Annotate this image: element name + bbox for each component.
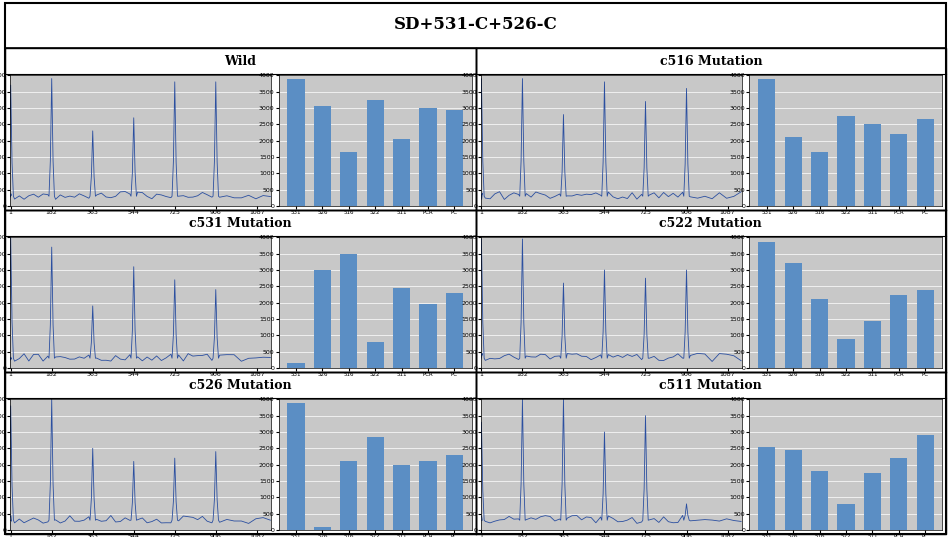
Text: SD+531-C+526-C: SD+531-C+526-C — [394, 16, 557, 33]
Bar — [314, 527, 331, 530]
Bar — [314, 106, 331, 206]
Text: Wild: Wild — [224, 55, 256, 68]
Bar — [446, 293, 463, 368]
Bar — [340, 253, 358, 368]
Bar — [393, 139, 410, 206]
Bar — [446, 455, 463, 530]
Text: c511 Mutation: c511 Mutation — [659, 379, 763, 392]
Text: c526 Mutation: c526 Mutation — [189, 379, 291, 392]
Bar — [366, 100, 384, 206]
Bar — [419, 304, 437, 368]
Bar — [837, 116, 855, 206]
Bar — [366, 342, 384, 368]
Text: c516 Mutation: c516 Mutation — [660, 55, 762, 68]
Bar — [393, 288, 410, 368]
Bar — [864, 125, 881, 206]
Bar — [393, 465, 410, 530]
Bar — [811, 471, 828, 530]
Bar — [758, 447, 775, 530]
Bar — [366, 437, 384, 530]
Bar — [785, 264, 802, 368]
Bar — [837, 504, 855, 530]
Text: c531 Mutation: c531 Mutation — [189, 217, 291, 230]
Bar — [287, 78, 304, 206]
Bar — [811, 300, 828, 368]
Bar — [837, 339, 855, 368]
Bar — [917, 436, 934, 530]
Bar — [785, 137, 802, 206]
Bar — [758, 78, 775, 206]
Bar — [419, 108, 437, 206]
Bar — [287, 363, 304, 368]
Bar — [419, 461, 437, 530]
Text: c522 Mutation: c522 Mutation — [659, 217, 763, 230]
Bar — [811, 152, 828, 206]
Bar — [890, 294, 907, 368]
Bar — [785, 450, 802, 530]
Bar — [340, 152, 358, 206]
Bar — [864, 473, 881, 530]
Bar — [917, 289, 934, 368]
Bar — [758, 242, 775, 368]
Bar — [864, 321, 881, 368]
Bar — [917, 119, 934, 206]
Bar — [890, 458, 907, 530]
Bar — [314, 270, 331, 368]
Bar — [446, 110, 463, 206]
Bar — [890, 134, 907, 206]
Bar — [340, 461, 358, 530]
Bar — [287, 403, 304, 530]
